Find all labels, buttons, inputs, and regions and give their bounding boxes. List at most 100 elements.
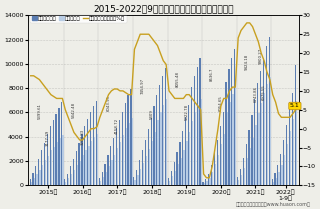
Bar (245, 144, 247, 185)
Bar (88, 146, 90, 185)
Bar (157, 120, 159, 185)
Bar (36, 174, 38, 185)
Text: 9424.18: 9424.18 (245, 54, 249, 70)
Bar (281, 165, 283, 185)
Bar (134, 180, 136, 185)
Bar (185, 117, 186, 185)
Bar (228, 69, 229, 185)
Bar (234, 49, 235, 185)
Bar (269, 37, 270, 185)
Bar (41, 150, 42, 185)
Bar (180, 158, 182, 185)
Bar (80, 161, 81, 185)
Bar (243, 158, 244, 185)
Bar (84, 126, 85, 185)
Bar (104, 164, 106, 185)
Text: 制图：华经产业研究院（www.huaon.com）: 制图：华经产业研究院（www.huaon.com） (236, 202, 310, 207)
Bar (149, 149, 150, 185)
Bar (240, 169, 241, 185)
Bar (192, 121, 193, 185)
Text: 8055.48: 8055.48 (176, 70, 180, 87)
Bar (290, 131, 291, 185)
Bar (47, 134, 48, 185)
Bar (165, 68, 166, 185)
Bar (145, 140, 146, 185)
Bar (155, 133, 156, 185)
Bar (133, 177, 134, 185)
Bar (65, 182, 67, 185)
Bar (198, 105, 199, 185)
Bar (38, 159, 39, 185)
Bar (68, 178, 69, 185)
Bar (266, 46, 267, 185)
Bar (250, 148, 251, 185)
Text: 6975.55: 6975.55 (262, 84, 266, 100)
Bar (100, 181, 101, 185)
Bar (67, 173, 68, 185)
Bar (176, 152, 178, 185)
Bar (76, 151, 77, 185)
Title: 2015-2022年9月浙江房地产投资额及住宅投资额: 2015-2022年9月浙江房地产投资额及住宅投资额 (93, 4, 234, 13)
Bar (261, 103, 262, 185)
Bar (162, 76, 163, 185)
Bar (87, 119, 88, 185)
Bar (224, 134, 225, 185)
Bar (229, 102, 231, 185)
Bar (39, 170, 41, 185)
Bar (280, 154, 281, 185)
Bar (51, 150, 52, 185)
Bar (169, 181, 170, 185)
Bar (31, 182, 32, 185)
Bar (90, 112, 91, 185)
Bar (231, 59, 232, 185)
Bar (85, 150, 87, 185)
Bar (74, 170, 75, 185)
Bar (267, 84, 268, 185)
Bar (163, 105, 164, 185)
Bar (220, 126, 221, 185)
Bar (99, 178, 100, 185)
Bar (122, 112, 123, 185)
Bar (130, 89, 132, 185)
Bar (111, 161, 113, 185)
Bar (77, 165, 78, 185)
Bar (255, 125, 257, 185)
Text: 5322.78: 5322.78 (184, 104, 188, 120)
Text: 8536.7: 8536.7 (210, 67, 214, 81)
Bar (81, 134, 83, 185)
Text: 5399.61: 5399.61 (37, 103, 41, 119)
Bar (137, 175, 139, 185)
Text: 9900.27: 9900.27 (259, 48, 263, 64)
Bar (126, 128, 127, 185)
Bar (257, 83, 258, 185)
Text: 5442.48: 5442.48 (72, 102, 76, 118)
Bar (199, 59, 201, 185)
Bar (123, 135, 124, 185)
Bar (91, 141, 92, 185)
Bar (208, 174, 209, 185)
Bar (221, 144, 222, 185)
Bar (258, 113, 260, 185)
Bar (106, 172, 107, 185)
Bar (173, 162, 175, 185)
Bar (57, 142, 58, 185)
Text: 4158.72: 4158.72 (115, 118, 119, 134)
Text: 6743.86: 6743.86 (253, 87, 258, 102)
Bar (292, 93, 293, 185)
Bar (142, 150, 143, 185)
Bar (276, 178, 277, 185)
Text: 5.1: 5.1 (290, 103, 300, 108)
Bar (29, 179, 31, 185)
Bar (152, 141, 153, 185)
Bar (148, 129, 149, 185)
Bar (62, 135, 64, 185)
Bar (175, 171, 176, 185)
Bar (132, 118, 133, 185)
Bar (260, 71, 261, 185)
Bar (272, 180, 273, 185)
Bar (61, 102, 62, 185)
Bar (244, 168, 245, 185)
Bar (42, 165, 44, 185)
Bar (60, 138, 61, 185)
Bar (277, 165, 278, 185)
